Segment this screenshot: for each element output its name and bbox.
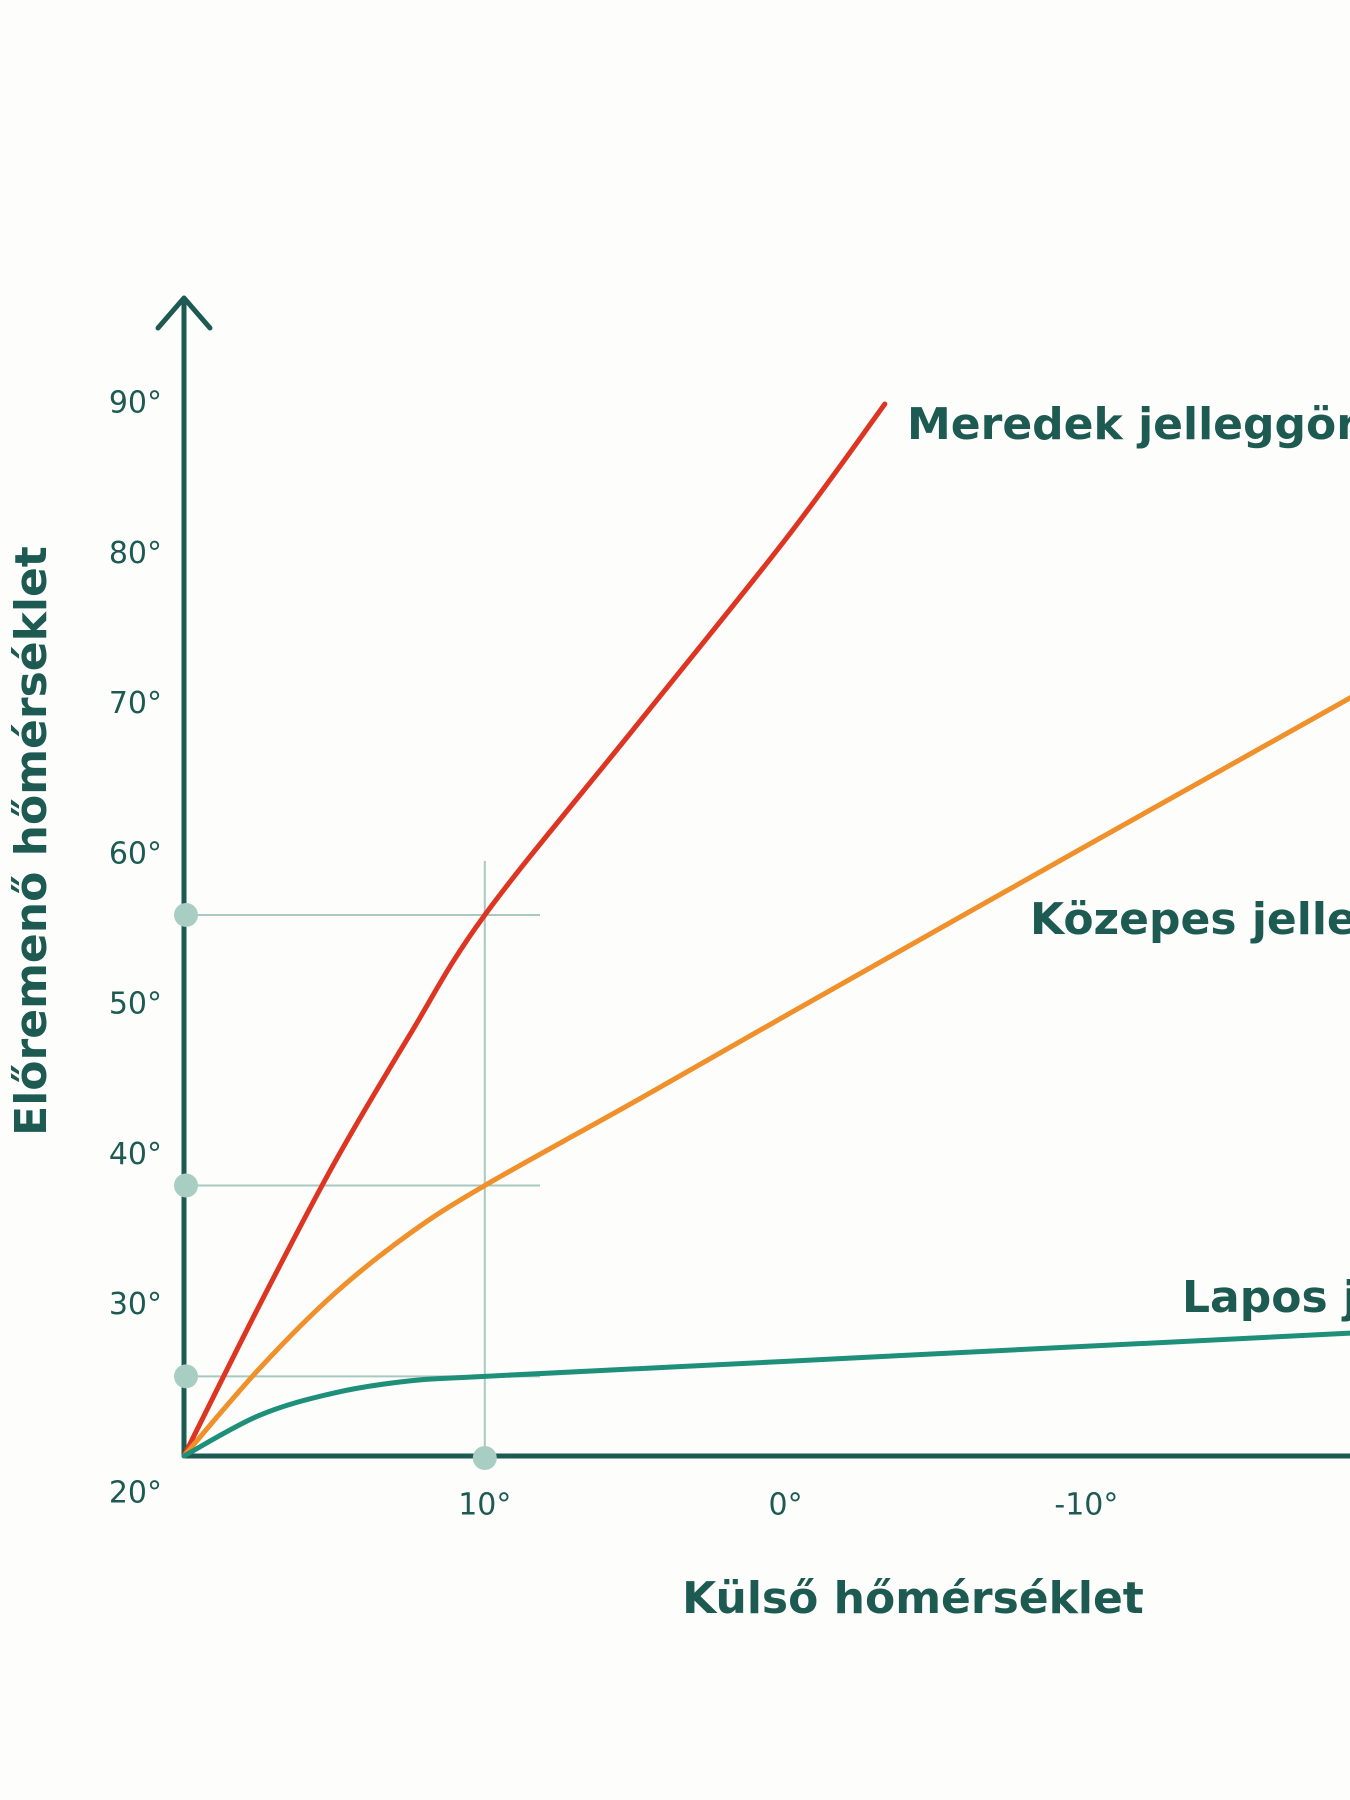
y-tick-label: 50° <box>109 987 162 1022</box>
y-tick-label: 70° <box>109 686 162 721</box>
series-label: Lapos jelleggörbe <box>1182 1272 1350 1323</box>
series-label: Meredek jelleggörbe <box>907 399 1350 450</box>
y-axis-title: Előremenő hőmérséklet <box>6 546 57 1136</box>
guide-dot <box>174 1173 198 1198</box>
y-tick-label: 90° <box>109 386 162 421</box>
x-tick-label: -10° <box>1054 1488 1118 1523</box>
y-tick-label: 30° <box>109 1287 162 1322</box>
y-tick-label: 60° <box>109 836 162 871</box>
x-axis-title: Külső hőmérséklet <box>682 1573 1144 1624</box>
series-line <box>181 695 1350 1459</box>
guide-dot <box>472 1446 497 1470</box>
series-label: Közepes jelleggörbe <box>1030 894 1350 945</box>
guide-dot <box>174 1364 198 1389</box>
y-tick-label: 80° <box>109 536 162 571</box>
y-axis-arrow <box>155 295 213 331</box>
y-tick-label: 20° <box>109 1476 162 1511</box>
series-line <box>181 401 888 1459</box>
x-tick-label: 0° <box>769 1488 803 1523</box>
guide-dot <box>174 902 198 927</box>
y-tick-label: 40° <box>109 1137 162 1172</box>
series-line <box>181 1330 1350 1459</box>
x-tick-label: 10° <box>458 1488 511 1523</box>
